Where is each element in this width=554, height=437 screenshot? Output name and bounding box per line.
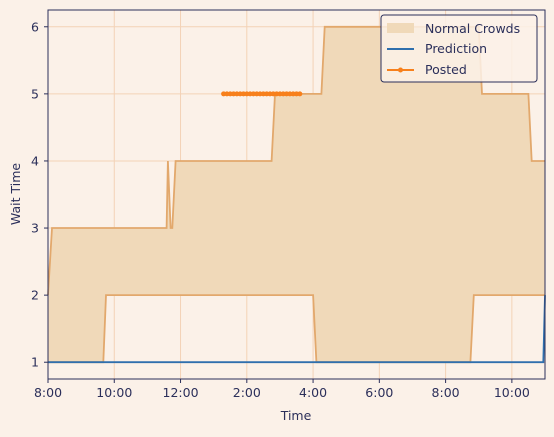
x-tick-label: 10:00 [494,385,530,400]
legend-swatch-normal-crowds [387,23,414,33]
y-axis-title: Wait Time [8,163,23,225]
y-tick-label: 1 [31,355,39,370]
y-tick-label: 5 [31,86,39,101]
y-tick-label: 6 [31,19,39,34]
legend-label-posted: Posted [425,62,467,77]
legend-box [380,14,538,83]
x-tick-label: 4:00 [299,385,327,400]
x-tick-label: 12:00 [163,385,199,400]
y-tick-label: 3 [31,221,39,236]
posted-point [297,91,303,97]
band-area [48,26,545,363]
y-tick-label: 2 [31,288,39,303]
legend: Normal Crowds Prediction Posted [380,14,538,83]
series-lines [48,91,546,364]
legend-label-normal-crowds: Normal Crowds [425,21,520,36]
axes: 8:00 10:00 12:00 2:00 4:00 6:00 8:00 10:00 1 2 3 4 5… [31,9,546,400]
legend-marker-posted [398,67,403,73]
prediction-line [48,295,546,364]
x-tick-label: 6:00 [365,385,393,400]
x-tick-label: 10:00 [96,385,132,400]
x-tick-label: 8:00 [34,385,62,400]
y-tick-label: 4 [31,153,39,168]
plot-border [47,9,546,380]
x-tick-label: 2:00 [233,385,261,400]
x-axis-title: Time [280,408,312,423]
legend-label-prediction: Prediction [425,41,487,56]
x-tick-label: 8:00 [432,385,460,400]
band-lower-edge [48,294,545,364]
